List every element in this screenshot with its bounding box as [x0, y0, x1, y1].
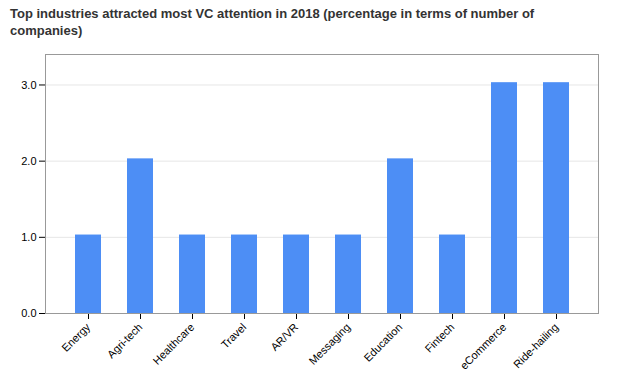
svg-text:0.0: 0.0 — [21, 307, 36, 319]
svg-text:Ride-hailing: Ride-hailing — [511, 321, 561, 371]
svg-text:Agri-tech: Agri-tech — [105, 321, 145, 361]
svg-text:Travel: Travel — [219, 321, 249, 351]
svg-text:Education: Education — [361, 321, 404, 364]
svg-text:Energy: Energy — [59, 320, 92, 353]
svg-text:Messaging: Messaging — [306, 321, 352, 367]
svg-text:2.0: 2.0 — [21, 154, 36, 166]
html-text:Top industries attracted most: Top industries attracted most VC attenti… — [10, 6, 535, 38]
svg-text:eCommerce: eCommerce — [458, 321, 509, 372]
svg-text:Healthcare: Healthcare — [150, 321, 196, 367]
svg-text:Fintech: Fintech — [422, 321, 456, 355]
svg-text:3.0: 3.0 — [21, 78, 36, 90]
svg-text:AR/VR: AR/VR — [268, 320, 300, 352]
svg-text:1.0: 1.0 — [21, 231, 36, 243]
